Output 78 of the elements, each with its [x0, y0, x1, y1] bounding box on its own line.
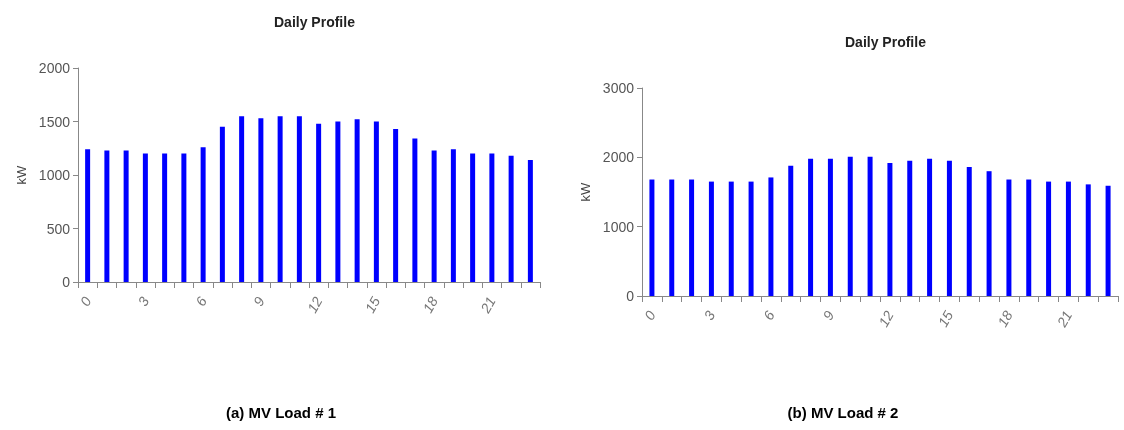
bar: [508, 155, 514, 282]
bar: [393, 128, 399, 282]
bar: [316, 123, 322, 282]
x-tick-label: 6: [192, 293, 211, 309]
x-tick-label: 6: [760, 307, 778, 323]
bar: [142, 153, 148, 282]
bar: [808, 158, 814, 296]
x-tick-label: 0: [76, 293, 95, 309]
bar: [748, 181, 754, 296]
bar: [412, 138, 418, 282]
x-tick-label: 3: [700, 307, 719, 323]
y-tick-label: 1000: [38, 167, 71, 183]
bar: [1046, 181, 1052, 296]
y-tick-label: 3000: [602, 80, 635, 96]
bar: [768, 177, 774, 296]
bar: [669, 179, 675, 296]
bar: [431, 150, 437, 282]
bar: [847, 156, 853, 296]
text: (a) MV Load # 1: [225, 404, 337, 421]
chart-title: Daily Profile: [274, 14, 356, 30]
bar: [335, 121, 341, 282]
bar: [986, 171, 992, 296]
bar: [123, 150, 129, 282]
bar: [927, 158, 933, 296]
bar: [1105, 185, 1111, 296]
y-tick-label: 2000: [38, 60, 71, 76]
y-axis-title: kW: [577, 181, 593, 202]
bar: [527, 160, 533, 282]
bar: [162, 153, 168, 282]
bar: [788, 165, 794, 296]
bar: [1006, 179, 1012, 296]
y-tick-label: 500: [46, 220, 71, 237]
bar: [373, 121, 379, 282]
bar: [296, 116, 302, 282]
x-tick-label: 0: [641, 307, 659, 323]
bar: [277, 116, 283, 282]
bar: [200, 147, 206, 282]
bar: [689, 179, 695, 296]
bar: [966, 167, 972, 296]
y-tick-label: 2000: [602, 149, 635, 166]
bar: [489, 153, 495, 282]
x-tick-label: 12: [303, 293, 326, 316]
x-tick-label: 15: [361, 293, 384, 316]
y-axis-title: kW: [13, 164, 29, 185]
bar: [649, 179, 655, 296]
bar: [354, 119, 360, 282]
x-tick-label: 21: [476, 294, 499, 317]
y-tick-label: 0: [62, 274, 71, 290]
bar: [258, 118, 264, 282]
bar: [219, 126, 225, 282]
bar: [450, 149, 456, 282]
bar: [1085, 184, 1091, 296]
bar: [728, 181, 734, 296]
bar: [239, 116, 245, 282]
bar: [887, 162, 893, 296]
bar: [946, 160, 952, 296]
bar: [85, 149, 91, 282]
bar: [907, 160, 913, 296]
bar: [181, 153, 187, 282]
x-tick-label: 3: [134, 293, 153, 309]
bar: [470, 153, 476, 282]
x-tick-label: 18: [419, 293, 442, 316]
bar: [867, 156, 873, 296]
bar: [1026, 179, 1032, 296]
bar: [708, 181, 714, 296]
x-tick-label: 15: [934, 307, 957, 330]
bar: [1065, 181, 1071, 296]
x-tick-label: 12: [875, 307, 897, 330]
y-tick-label: 1500: [38, 113, 71, 130]
x-tick-label: 18: [994, 307, 1016, 330]
y-tick-label: 1000: [602, 218, 635, 235]
text: (b) MV Load # 2: [787, 404, 899, 421]
x-tick-label: 21: [1053, 308, 1076, 331]
chart-title: Daily Profile: [845, 34, 927, 50]
bar: [104, 150, 110, 282]
x-tick-label: 9: [819, 307, 838, 323]
x-tick-label: 9: [250, 293, 268, 309]
bar: [827, 158, 833, 296]
